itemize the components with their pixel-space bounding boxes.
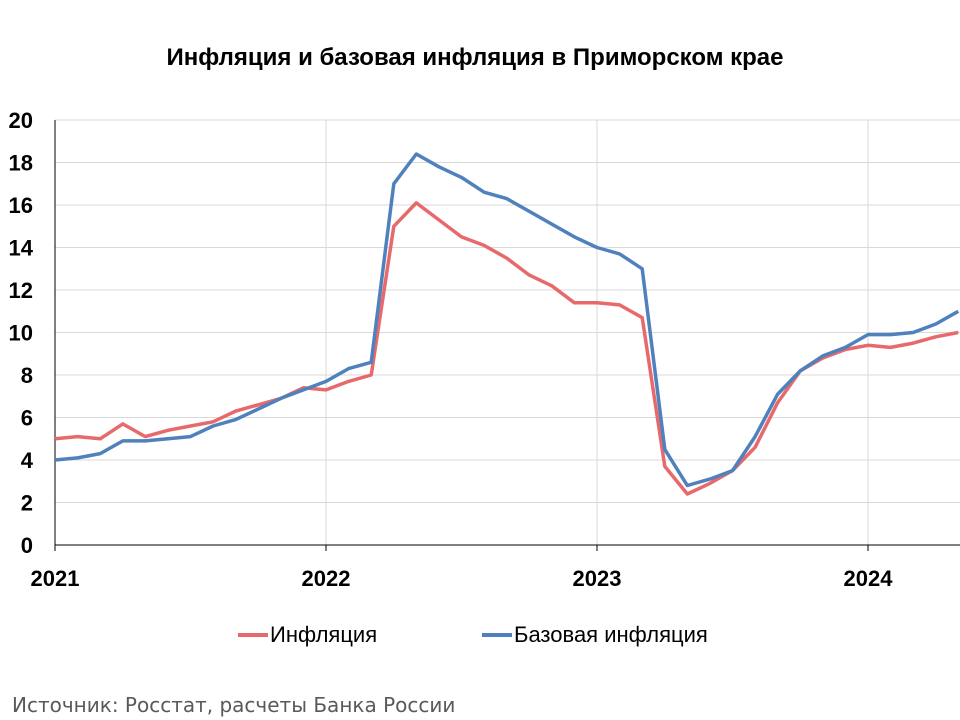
legend-swatch-inflation <box>238 633 268 637</box>
y-tick-label: 2 <box>21 491 33 516</box>
legend-item-core-inflation: Базовая инфляция <box>482 622 708 648</box>
series-line-core-inflation <box>54 152 960 488</box>
y-tick-label: 4 <box>21 448 34 473</box>
grid-lines <box>55 119 960 545</box>
source-note: Источник: Росстат, расчеты Банка России <box>12 693 456 717</box>
x-tick-label: 2024 <box>844 566 894 591</box>
y-axis-ticks: 0 2 4 6 8 10 12 14 16 18 20 <box>9 108 34 558</box>
y-tick-label: 20 <box>9 108 33 133</box>
y-tick-label: 12 <box>9 278 33 303</box>
series-line-inflation <box>54 201 959 496</box>
x-tick-label: 2021 <box>31 566 80 591</box>
chart-title: Инфляция и базовая инфляция в Приморском… <box>166 44 784 71</box>
y-tick-label: 16 <box>9 193 33 218</box>
x-tick-label: 2023 <box>573 566 622 591</box>
y-tick-label: 0 <box>21 533 33 558</box>
y-tick-label: 6 <box>21 406 33 431</box>
series-lines <box>54 152 960 496</box>
y-tick-label: 10 <box>9 321 33 346</box>
y-tick-label: 8 <box>21 363 33 388</box>
line-chart: 0 2 4 6 8 10 12 14 16 18 20 2021 2022 2023 2024 <box>9 108 960 591</box>
x-axis-ticks: 2021 2022 2023 2024 <box>31 566 894 591</box>
legend-swatch-core-inflation <box>482 633 512 637</box>
x-tick-label: 2022 <box>302 566 351 591</box>
legend-label-inflation: Инфляция <box>270 622 378 647</box>
axes <box>54 120 960 551</box>
legend-label-core-inflation: Базовая инфляция <box>514 622 708 647</box>
y-tick-label: 18 <box>9 151 33 176</box>
legend-item-inflation: Инфляция <box>238 622 377 648</box>
y-tick-label: 14 <box>9 236 34 261</box>
